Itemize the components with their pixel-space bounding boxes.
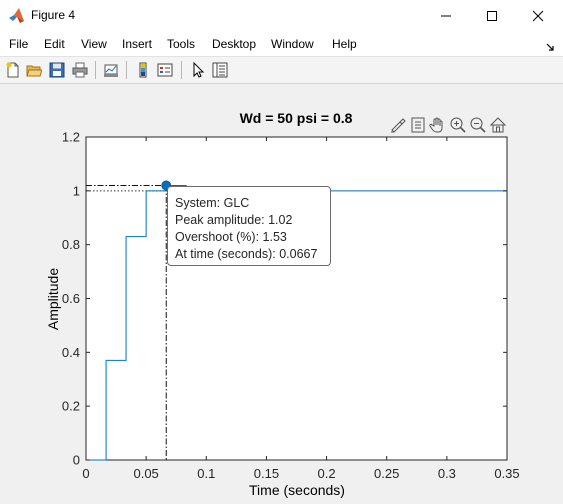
new-figure-button[interactable] [3, 60, 23, 80]
home-icon [489, 117, 507, 133]
zoom-in-button[interactable] [449, 116, 467, 134]
pointer-button[interactable] [188, 60, 208, 80]
toolbar-separator [181, 61, 182, 79]
x-axis-ticks: 0 0.05 0.1 0.15 0.2 0.25 0.3 0.35 [82, 137, 520, 481]
x-tick-label: 0.1 [197, 466, 215, 481]
link-plot-icon [104, 64, 118, 77]
x-tick-label: 0.3 [438, 466, 456, 481]
step-response-plot[interactable]: Wd = 50 psi = 0.8 0 0.05 0.1 0.15 0.2 0.25 0.3… [0, 84, 563, 504]
menu-file[interactable]: File [9, 37, 29, 51]
zoom-out-icon [470, 117, 486, 133]
legend-icon [157, 63, 173, 77]
minimize-icon [441, 15, 451, 16]
y-tick-label: 0.8 [62, 237, 80, 252]
y-axis-ticks: 0 0.2 0.4 0.6 0.8 1 1.2 [62, 130, 507, 468]
matlab-logo-icon [8, 7, 25, 24]
zoom-out-button[interactable] [469, 116, 487, 134]
x-tick-label: 0.2 [318, 466, 336, 481]
property-inspector-icon [212, 62, 228, 78]
datatip-guides [86, 184, 167, 460]
menu-bar: File Edit View Insert Tools Desktop Wind… [0, 31, 563, 57]
x-tick-label: 0.25 [374, 466, 399, 481]
menu-window[interactable]: Window [271, 37, 314, 51]
toolbar-separator [126, 61, 127, 79]
x-tick-label: 0.35 [494, 466, 519, 481]
figure-canvas: Wd = 50 psi = 0.8 0 0.05 0.1 0.15 0.2 0.25 0.3… [0, 84, 563, 504]
x-tick-label: 0.05 [133, 466, 158, 481]
menu-help[interactable]: Help [332, 37, 357, 51]
save-button[interactable] [47, 60, 67, 80]
x-tick-label: 0.15 [254, 466, 279, 481]
y-tick-label: 0.2 [62, 399, 80, 414]
toolbar-separator [95, 61, 96, 79]
y-tick-label: 1 [73, 183, 80, 198]
menu-view[interactable]: View [81, 37, 107, 51]
maximize-icon [487, 10, 497, 21]
colorbar-icon [139, 62, 147, 78]
axes-toolbar [389, 116, 509, 134]
chart-title: Wd = 50 psi = 0.8 [240, 110, 353, 126]
datatip-icon [411, 117, 425, 133]
pan-button[interactable] [429, 116, 447, 134]
close-icon [532, 10, 544, 21]
figure-toolbar [0, 57, 563, 84]
close-button[interactable] [515, 0, 561, 31]
link-plot-button[interactable] [101, 60, 121, 80]
window-title: Figure 4 [31, 8, 76, 22]
datatip-box[interactable]: System: GLC Peak amplitude: 1.02 Oversho… [167, 186, 331, 266]
open-file-icon [26, 65, 42, 77]
open-file-button[interactable] [24, 60, 44, 80]
y-tick-label: 1.2 [62, 130, 80, 145]
legend-button[interactable] [155, 60, 175, 80]
datatip-overshoot: Overshoot (%): 1.53 [175, 230, 287, 244]
brush-icon [391, 118, 406, 133]
property-inspector-button[interactable] [210, 60, 230, 80]
pointer-icon [193, 62, 205, 78]
new-figure-icon [6, 62, 19, 78]
brush-button[interactable] [389, 116, 407, 134]
pan-icon [429, 117, 443, 133]
menu-tools[interactable]: Tools [167, 37, 196, 51]
x-axis-label: Time (seconds) [249, 482, 345, 498]
datatip-time: At time (seconds): 0.0667 [175, 247, 318, 261]
y-tick-label: 0 [73, 453, 80, 468]
menu-desktop[interactable]: Desktop [212, 37, 257, 51]
datatip-system: System: GLC [175, 196, 250, 210]
colorbar-button[interactable] [133, 60, 153, 80]
zoom-in-icon [450, 117, 466, 133]
print-button[interactable] [70, 60, 90, 80]
y-tick-label: 0.4 [62, 345, 80, 360]
maximize-button[interactable] [469, 0, 515, 31]
minimize-button[interactable] [423, 0, 469, 31]
menu-edit[interactable]: Edit [44, 37, 65, 51]
menu-insert[interactable]: Insert [122, 37, 153, 51]
title-bar: Figure 4 [0, 0, 563, 31]
x-tick-label: 0 [82, 466, 89, 481]
y-tick-label: 0.6 [62, 291, 80, 306]
home-button[interactable] [489, 116, 507, 134]
save-icon [49, 62, 65, 78]
datatip-peak-amplitude: Peak amplitude: 1.02 [175, 213, 293, 227]
y-axis-label: Amplitude [45, 268, 61, 330]
datatip-button[interactable] [409, 116, 427, 134]
dock-arrow-icon[interactable] [546, 39, 555, 57]
print-icon [72, 62, 88, 78]
